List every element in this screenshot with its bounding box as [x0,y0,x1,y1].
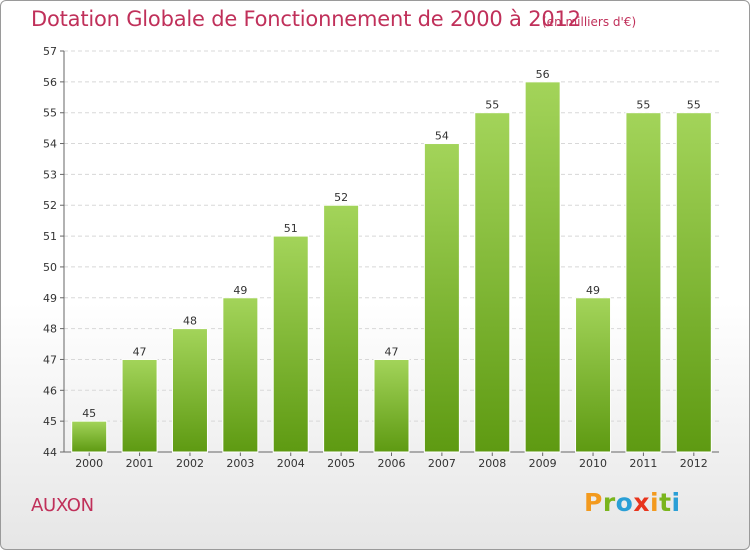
y-tick-label: 51 [43,230,57,243]
bar [575,297,612,453]
y-tick-label: 57 [43,45,57,58]
logo-letter: P [584,488,603,517]
chart-unit-note: (en milliers d'€) [542,15,637,29]
data-label: 47 [385,345,399,358]
data-label: 45 [82,407,96,420]
x-tick-label: 2003 [226,457,254,470]
x-tick-label: 2001 [126,457,154,470]
data-label: 56 [536,68,550,81]
x-tick-label: 2009 [529,457,557,470]
x-tick-label: 2000 [75,457,103,470]
data-label: 54 [435,130,449,143]
x-tick-label: 2006 [378,457,406,470]
logo-letter: i [650,488,660,517]
y-tick-label: 54 [43,138,57,151]
y-tick-label: 55 [43,107,57,120]
data-labels: 45 47 48 49 51 52 47 54 55 56 49 55 55 [82,68,701,420]
chart-title: Dotation Globale de Fonctionnement de 20… [31,7,581,31]
data-label: 48 [183,315,197,328]
bar [121,358,158,453]
y-tick-label: 50 [43,261,57,274]
x-tick-label: 2010 [579,457,607,470]
data-label: 51 [284,222,298,235]
bar [171,328,208,453]
bar [222,297,259,453]
data-label: 55 [687,99,701,112]
x-tick-label: 2012 [680,457,708,470]
data-label: 49 [586,284,600,297]
bar [675,112,712,453]
y-tick-label: 48 [43,323,57,336]
logo-letter: x [633,488,650,517]
bar [423,143,460,453]
y-tick-label: 45 [43,415,57,428]
y-tick-label: 49 [43,292,57,305]
x-tick-label: 2002 [176,457,204,470]
bar [272,235,309,453]
x-tick-label: 2004 [277,457,305,470]
y-tick-label: 46 [43,384,57,397]
logo-letter: i [671,488,681,517]
y-tick-label: 56 [43,76,57,89]
logo-letter: t [659,488,672,517]
bar [373,358,410,453]
y-tick-label: 52 [43,199,57,212]
x-tick-label: 2008 [478,457,506,470]
bars [71,81,712,453]
data-label: 47 [133,345,147,358]
town-name: AUXON [31,495,94,516]
bar [625,112,662,453]
y-tick-label: 53 [43,168,57,181]
axes: 44 45 46 47 48 49 50 51 52 53 54 55 56 57 2000 2001 2002… [43,45,719,470]
y-tick-label: 44 [43,446,57,459]
y-tick-label: 47 [43,353,57,366]
bar [524,81,561,453]
bar [71,420,108,453]
bar [323,204,360,453]
x-tick-label: 2011 [629,457,657,470]
data-label: 52 [334,191,348,204]
bar [474,112,511,453]
logo-letter: r [602,488,616,517]
x-tick-label: 2007 [428,457,456,470]
logo-letter: o [615,488,634,517]
proxiti-logo[interactable]: Proxiti [584,488,681,517]
data-label: 55 [636,99,650,112]
data-label: 55 [485,99,499,112]
x-tick-label: 2005 [327,457,355,470]
data-label: 49 [233,284,247,297]
